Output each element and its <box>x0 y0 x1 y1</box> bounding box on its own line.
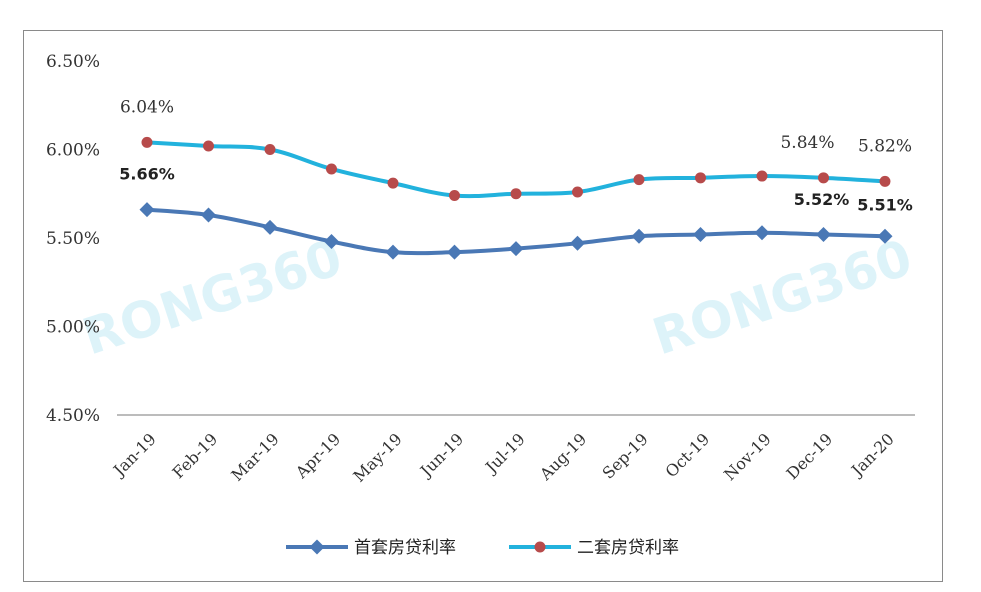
data-point-diamond <box>324 234 339 250</box>
data-point-diamond <box>877 228 893 244</box>
x-tick-label: Jan-19 <box>108 429 160 481</box>
data-label: 6.04% <box>120 97 174 117</box>
data-point-diamond <box>693 226 708 242</box>
y-tick-label: 4.50% <box>46 406 100 426</box>
x-tick-label: Feb-19 <box>169 429 222 482</box>
data-point-circle <box>695 172 706 184</box>
y-tick-label: 5.50% <box>46 229 100 249</box>
data-label: 5.52% <box>794 190 850 209</box>
data-point-circle <box>203 140 214 152</box>
data-point-circle <box>572 186 583 198</box>
data-point-circle <box>510 188 522 200</box>
x-tick-label: Mar-19 <box>227 429 282 484</box>
data-point-circle <box>449 190 460 202</box>
data-point-diamond <box>385 244 401 260</box>
data-point-circle <box>326 163 337 175</box>
data-point-diamond <box>570 235 585 251</box>
chart-frame <box>23 30 943 582</box>
data-point-diamond <box>631 228 647 244</box>
data-label: 5.51% <box>857 195 913 214</box>
data-point-circle <box>633 174 645 186</box>
data-label: 5.84% <box>780 133 834 153</box>
data-point-circle <box>141 136 153 148</box>
x-tick-label: Nov-19 <box>720 429 775 484</box>
legend-marker-circle <box>534 541 546 553</box>
series-line-2 <box>146 140 886 199</box>
data-point-diamond <box>262 219 278 235</box>
x-tick-label: Jun-19 <box>415 429 467 481</box>
data-point-diamond <box>816 226 831 242</box>
legend-marker-diamond <box>309 539 325 555</box>
data-point-diamond <box>139 202 155 218</box>
x-tick-label: Apr-19 <box>291 429 344 482</box>
y-tick-label: 5.00% <box>46 318 100 338</box>
x-tick-label: Oct-19 <box>662 429 714 481</box>
data-point-circle <box>387 177 399 189</box>
legend-label: 首套房贷利率 <box>354 538 456 558</box>
data-point-diamond <box>201 207 216 223</box>
y-tick-label: 6.50% <box>46 52 100 72</box>
data-point-diamond <box>447 244 462 260</box>
data-point-circle <box>264 144 276 155</box>
data-point-diamond <box>754 225 770 241</box>
x-tick-label: Dec-19 <box>783 429 837 483</box>
data-point-diamond <box>508 241 524 257</box>
x-tick-label: Jul-19 <box>480 429 529 478</box>
data-label: 5.82% <box>858 136 912 156</box>
data-label: 5.66% <box>119 164 175 183</box>
data-point-circle <box>818 172 829 184</box>
legend-label: 二套房贷利率 <box>577 538 679 558</box>
x-tick-label: Aug-19 <box>535 429 590 484</box>
data-point-circle <box>879 175 891 187</box>
watermark-right: RONG360 <box>646 228 919 366</box>
data-point-circle <box>756 170 768 182</box>
watermark-left: RONG360 <box>76 228 349 366</box>
x-tick-label: Sep-19 <box>598 429 651 482</box>
x-tick-label: May-19 <box>349 429 405 485</box>
y-tick-label: 6.00% <box>46 141 100 161</box>
x-tick-label: Jan-20 <box>846 429 898 481</box>
